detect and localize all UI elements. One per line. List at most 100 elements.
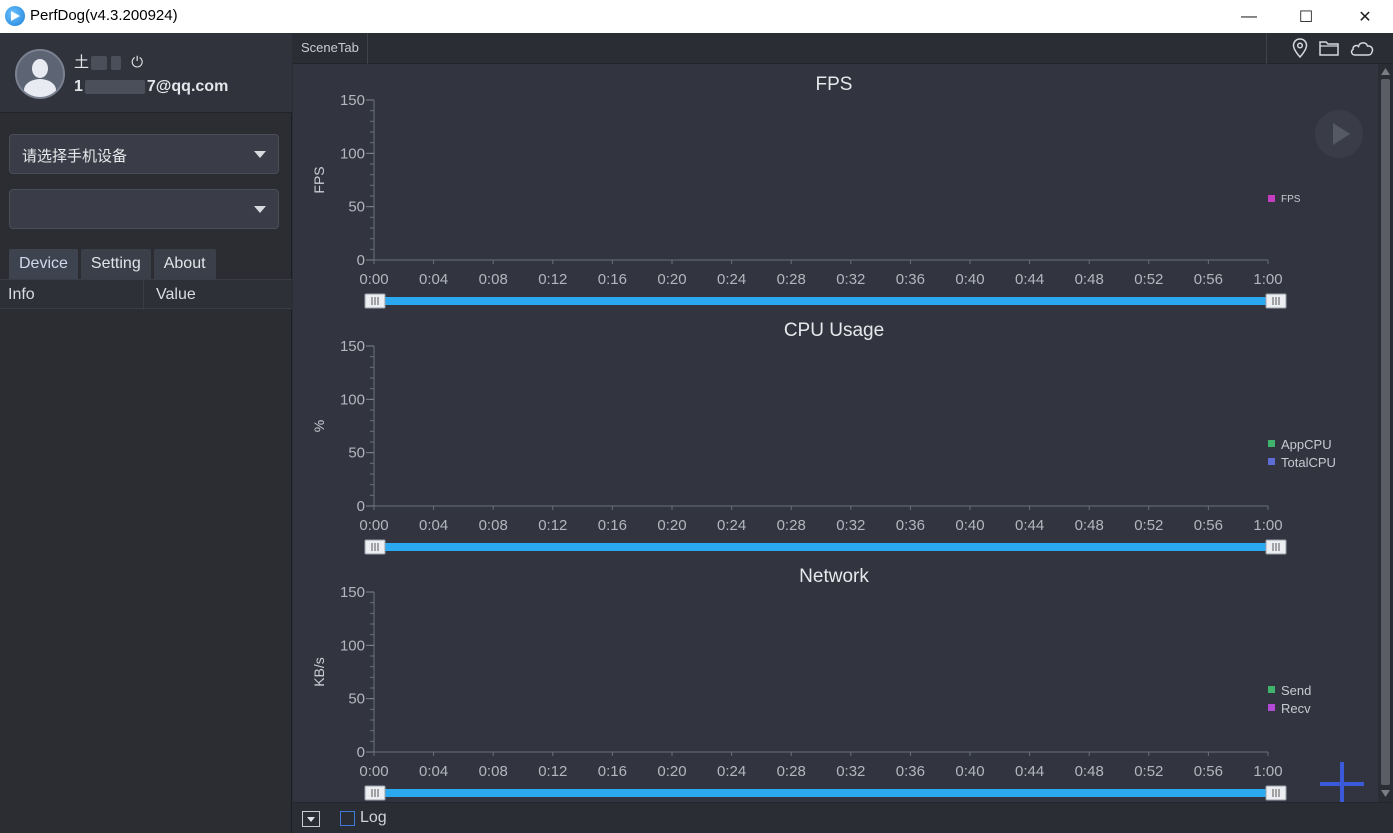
add-chart-button[interactable]	[1320, 762, 1364, 806]
tab-device[interactable]: Device	[9, 249, 78, 279]
fps-chart: FPS FPS 150 100 50 0 0:00 0:04 0:08 0:12 0:16 0:20 0…	[293, 64, 1378, 310]
chevron-down-icon	[254, 206, 266, 213]
legend-swatch	[1268, 440, 1275, 447]
log-checkbox[interactable]	[340, 811, 355, 826]
x-tick-label: 0:40	[955, 517, 984, 534]
charts-area: FPS FPS 150 100 50 0 0:00 0:04 0:08 0:12 0:16 0:20 0…	[293, 64, 1378, 802]
play-button[interactable]	[1315, 110, 1363, 158]
perfdog-logo-icon	[5, 6, 25, 26]
y-tick-label: 0	[357, 252, 365, 269]
user-email: 1 7@qq.com	[74, 78, 228, 96]
column-header-info[interactable]: Info	[8, 286, 35, 304]
email-prefix: 1	[74, 78, 83, 95]
x-tick-label: 0:00	[359, 763, 388, 780]
x-tick-label: 0:36	[896, 763, 925, 780]
bottom-bar: Log	[293, 802, 1393, 833]
location-pin-icon[interactable]	[1289, 37, 1311, 59]
cpu-usage-chart: CPU Usage% 150 100 50 0 0:00 0:04 0:08 0:12 0:16 0…	[293, 310, 1378, 556]
chart-svg: FPS FPS 150 100 50 0 0:00 0:04 0:08 0:12 0:16 0:20 0…	[293, 64, 1378, 310]
tab-scene[interactable]: SceneTab	[293, 33, 368, 64]
tab-setting[interactable]: Setting	[81, 249, 151, 279]
x-tick-label: 0:04	[419, 517, 448, 534]
app-select[interactable]	[9, 189, 279, 229]
x-tick-label: 0:32	[836, 517, 865, 534]
scrollbar-thumb[interactable]	[1381, 79, 1390, 785]
chart-title: Network	[799, 566, 869, 587]
x-tick-label: 0:56	[1194, 271, 1223, 288]
chevron-down-icon	[254, 151, 266, 158]
x-tick-label: 0:48	[1075, 517, 1104, 534]
avatar[interactable]	[15, 49, 65, 99]
tab-about[interactable]: About	[154, 249, 216, 279]
time-range-bar	[376, 789, 1278, 797]
avatar-head-icon	[32, 59, 48, 78]
x-tick-label: 0:32	[836, 271, 865, 288]
legend-label: FPS	[1281, 194, 1301, 205]
x-tick-label: 0:20	[657, 763, 686, 780]
y-tick-label: 150	[340, 92, 365, 109]
y-tick-label: 100	[340, 637, 365, 654]
x-tick-label: 0:24	[717, 763, 746, 780]
x-tick-label: 0:16	[598, 271, 627, 288]
legend-swatch	[1268, 686, 1275, 693]
cloud-icon[interactable]	[1349, 37, 1375, 59]
avatar-body-icon	[24, 79, 56, 99]
x-tick-label: 0:08	[479, 763, 508, 780]
scroll-down-icon[interactable]	[1381, 790, 1390, 797]
x-tick-label: 0:36	[896, 517, 925, 534]
x-tick-label: 0:08	[479, 271, 508, 288]
y-tick-label: 0	[357, 498, 365, 515]
vertical-scrollbar[interactable]	[1378, 64, 1393, 802]
x-tick-label: 0:24	[717, 271, 746, 288]
device-select[interactable]: 请选择手机设备	[9, 134, 279, 174]
y-tick-label: 150	[340, 338, 365, 355]
folder-icon[interactable]	[1318, 37, 1340, 59]
maximize-button[interactable]: ☐	[1278, 0, 1334, 33]
x-tick-label: 0:40	[955, 763, 984, 780]
chart-title: FPS	[816, 74, 853, 95]
legend-label: Send	[1281, 683, 1311, 698]
close-button[interactable]: ✕	[1337, 0, 1393, 33]
x-tick-label: 0:28	[777, 763, 806, 780]
x-tick-label: 0:04	[419, 271, 448, 288]
redacted-block	[111, 56, 121, 70]
redacted-block	[91, 56, 107, 70]
scroll-up-icon[interactable]	[1381, 68, 1390, 75]
y-tick-label: 150	[340, 584, 365, 601]
minimize-button[interactable]: —	[1221, 0, 1277, 33]
x-tick-label: 0:28	[777, 517, 806, 534]
y-axis-label: FPS	[311, 166, 327, 193]
expand-panel-button[interactable]	[302, 811, 320, 827]
x-tick-label: 0:56	[1194, 763, 1223, 780]
x-tick-label: 0:20	[657, 271, 686, 288]
x-tick-label: 0:00	[359, 271, 388, 288]
x-tick-label: 0:48	[1075, 271, 1104, 288]
x-tick-label: 0:28	[777, 271, 806, 288]
column-header-value[interactable]: Value	[156, 286, 196, 304]
y-tick-label: 50	[348, 445, 365, 462]
scene-tab-bar: SceneTab	[293, 33, 1393, 64]
power-icon[interactable]: ⏻	[131, 54, 143, 71]
x-tick-label: 0:16	[598, 517, 627, 534]
x-tick-label: 0:52	[1134, 763, 1163, 780]
legend-swatch	[1268, 458, 1275, 465]
sidebar: 土 ⏻ 1 7@qq.com 请选择手机设备 Device Setting Abo…	[0, 33, 292, 833]
top-toolbar	[1266, 33, 1393, 64]
column-divider[interactable]	[143, 280, 144, 310]
x-tick-label: 0:12	[538, 271, 567, 288]
y-tick-label: 100	[340, 145, 365, 162]
window-title: PerfDog(v4.3.200924)	[30, 7, 178, 24]
x-tick-label: 0:52	[1134, 517, 1163, 534]
redacted-block	[85, 80, 145, 94]
main-panel: SceneTab FPS FPS 150 100 50 0 0:00 0:04 0:08 0:12…	[293, 33, 1393, 833]
x-tick-label: 0:32	[836, 763, 865, 780]
chart-svg: Network KB/s 150 100 50 0 0:00 0:04 0:08 0:12 0:16…	[293, 556, 1378, 802]
sidebar-tabs: Device Setting About	[9, 249, 216, 279]
legend-label: TotalCPU	[1281, 455, 1336, 470]
y-tick-label: 50	[348, 199, 365, 216]
x-tick-label: 1:00	[1253, 517, 1282, 534]
time-range-bar	[376, 543, 1278, 551]
x-tick-label: 0:44	[1015, 517, 1044, 534]
y-axis-label: %	[311, 420, 327, 432]
window-titlebar: PerfDog(v4.3.200924) — ☐ ✕	[0, 0, 1393, 33]
